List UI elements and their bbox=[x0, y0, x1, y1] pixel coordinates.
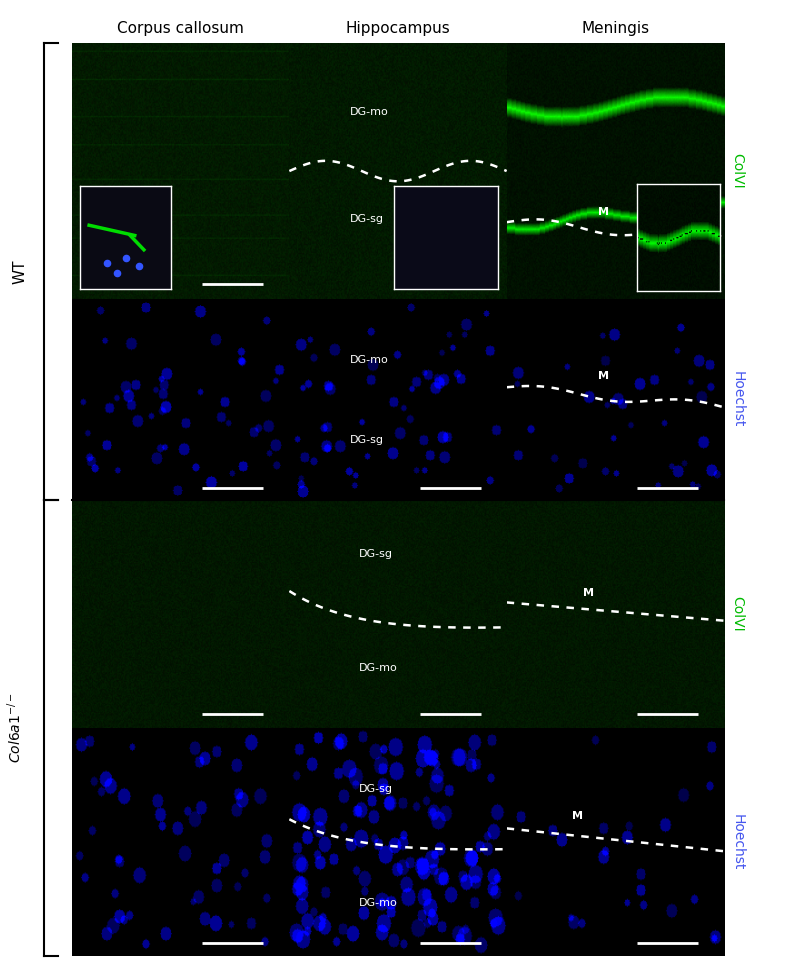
Text: Hoechst: Hoechst bbox=[730, 814, 744, 871]
Text: DG-sg: DG-sg bbox=[350, 435, 384, 446]
Text: ColVI: ColVI bbox=[730, 596, 744, 631]
Text: DG-sg: DG-sg bbox=[359, 549, 393, 558]
Point bbox=[101, 256, 114, 271]
Point bbox=[133, 259, 146, 274]
Text: DG-mo: DG-mo bbox=[350, 356, 389, 365]
Text: Hoechst: Hoechst bbox=[730, 371, 744, 428]
Point bbox=[110, 265, 123, 281]
Text: DG-sg: DG-sg bbox=[359, 784, 393, 794]
Text: M: M bbox=[598, 371, 609, 382]
Text: ColVI: ColVI bbox=[730, 153, 744, 189]
Text: DG-mo: DG-mo bbox=[359, 663, 398, 673]
Text: M: M bbox=[582, 587, 594, 598]
Text: M: M bbox=[598, 207, 609, 216]
Text: Hippocampus: Hippocampus bbox=[346, 20, 450, 36]
Text: $Col6a1^{-/-}$: $Col6a1^{-/-}$ bbox=[5, 693, 24, 763]
Text: DG-sg: DG-sg bbox=[350, 214, 384, 224]
Text: DG-mo: DG-mo bbox=[350, 107, 389, 117]
Text: M: M bbox=[572, 811, 583, 822]
Point bbox=[119, 250, 132, 265]
Text: WT: WT bbox=[13, 259, 27, 283]
Text: DG-mo: DG-mo bbox=[359, 898, 398, 908]
Text: Corpus callosum: Corpus callosum bbox=[118, 20, 244, 36]
Text: Meningis: Meningis bbox=[582, 20, 650, 36]
